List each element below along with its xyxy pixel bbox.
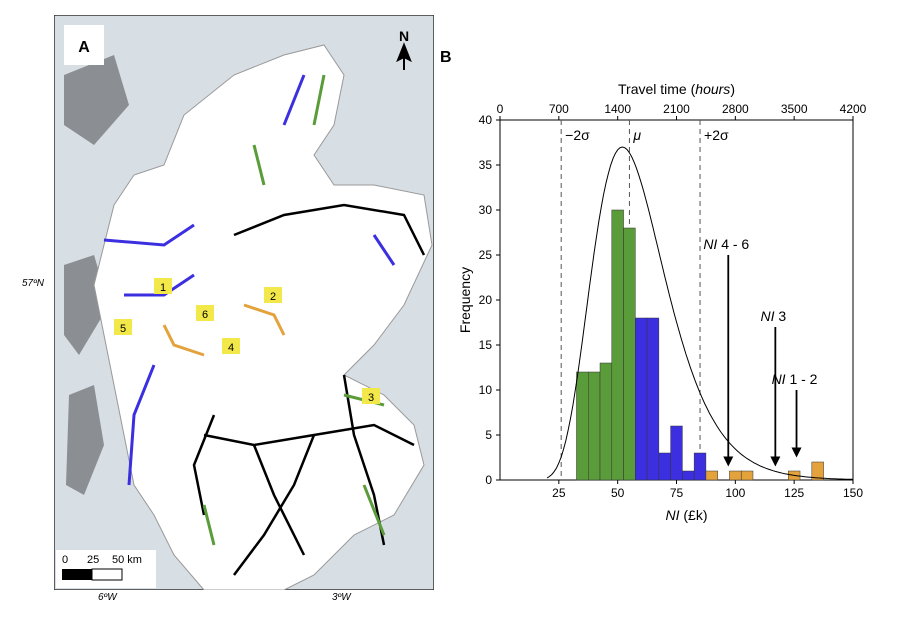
histogram-bar <box>599 362 613 481</box>
x-tick-label: 25 <box>552 486 566 500</box>
arrow-label: NI 4 - 6 <box>703 236 749 252</box>
marker-6: 6 <box>202 309 208 321</box>
blue-routes <box>103 74 396 486</box>
arrow-head <box>791 447 802 458</box>
y-tick-label: 35 <box>479 158 493 172</box>
y-axis-title: Frequency <box>457 267 473 333</box>
marker-2: 2 <box>270 291 276 303</box>
y-tick-label: 20 <box>479 293 493 307</box>
y-tick-label: 5 <box>485 428 492 442</box>
scale-label-50: 50 km <box>112 554 142 566</box>
marker-3: 3 <box>368 392 374 404</box>
x-tick-label: 75 <box>670 486 684 500</box>
lon-label-6w: 6ºW <box>98 592 117 603</box>
top-tick-label: 0 <box>497 102 504 116</box>
y-tick-label: 10 <box>479 383 493 397</box>
top-tick-label: 4200 <box>840 102 867 116</box>
histogram-bar <box>670 425 683 481</box>
histogram-bar <box>729 470 742 481</box>
x-tick-label: 100 <box>725 486 745 500</box>
marker-4: 4 <box>228 342 234 354</box>
histogram-bar <box>623 227 636 481</box>
marker-1: 1 <box>160 282 166 294</box>
histogram-bar <box>635 317 648 481</box>
y-tick-label: 25 <box>479 248 493 262</box>
map-svg: 1 2 3 4 5 6 A N 0 25 50 km <box>53 14 435 591</box>
top-tick-label: 1400 <box>604 102 631 116</box>
orange-routes <box>162 303 286 357</box>
island-shape <box>66 385 104 495</box>
histogram-bar <box>658 452 671 481</box>
top-tick-label: 2100 <box>663 102 690 116</box>
y-tick-label: 40 <box>479 113 493 127</box>
island-shape <box>64 55 129 145</box>
lon-label-3w: 3ºW <box>332 592 351 603</box>
histogram-bar <box>682 470 695 481</box>
scale-bar-black <box>62 569 92 580</box>
top-tick-label: 3500 <box>781 102 808 116</box>
x-tick-label: 150 <box>843 486 863 500</box>
histogram-bar <box>693 452 707 481</box>
y-tick-label: 15 <box>479 338 493 352</box>
histogram-bar <box>811 461 824 481</box>
top-axis-title: Travel time (hours) <box>618 81 735 97</box>
panel-label-b: B <box>440 49 452 66</box>
histogram-bar <box>705 470 718 481</box>
mu-label: μ <box>632 127 641 143</box>
scale-label-0: 0 <box>62 554 68 566</box>
histogram-bar <box>588 371 601 481</box>
scale-bar-white <box>91 568 123 581</box>
histogram-bar <box>611 209 624 481</box>
top-tick-label: 2800 <box>722 102 749 116</box>
distribution-curve <box>546 146 853 480</box>
x-axis-title: NI (£k) <box>665 507 707 523</box>
plus-2sigma-label: +2σ <box>704 127 729 143</box>
panel-label-box <box>64 25 104 65</box>
route-markers: 1 2 3 4 5 6 <box>114 278 380 404</box>
marker-5: 5 <box>120 323 126 335</box>
minus-2sigma-label: −2σ <box>565 127 590 143</box>
map-panel: 1 2 3 4 5 6 A N 0 25 50 km <box>53 14 435 591</box>
x-tick-label: 50 <box>611 486 625 500</box>
y-tick-label: 30 <box>479 203 493 217</box>
histogram-svg: B Travel time (hours) 0 700 1400 2100 2800 3500… <box>440 49 867 523</box>
y-tick-label: 0 <box>485 473 492 487</box>
arrow-label: NI 1 - 2 <box>772 371 818 387</box>
lat-label: 57ºN <box>22 278 44 289</box>
top-tick-label: 700 <box>549 102 569 116</box>
chart-panel: B Travel time (hours) 0 700 1400 2100 2800 3500… <box>440 40 920 580</box>
scale-label-25: 25 <box>87 554 99 566</box>
panel-label-a: A <box>78 39 90 56</box>
arrow-label: NI 3 <box>760 308 786 324</box>
x-tick-label: 125 <box>784 486 804 500</box>
north-arrow-icon <box>396 42 412 70</box>
histogram-bar <box>576 371 589 481</box>
histogram-bar <box>740 470 754 481</box>
arrow-head <box>723 456 734 467</box>
histogram-bar <box>646 317 660 481</box>
north-label: N <box>399 28 409 44</box>
arrow-head <box>770 456 781 467</box>
